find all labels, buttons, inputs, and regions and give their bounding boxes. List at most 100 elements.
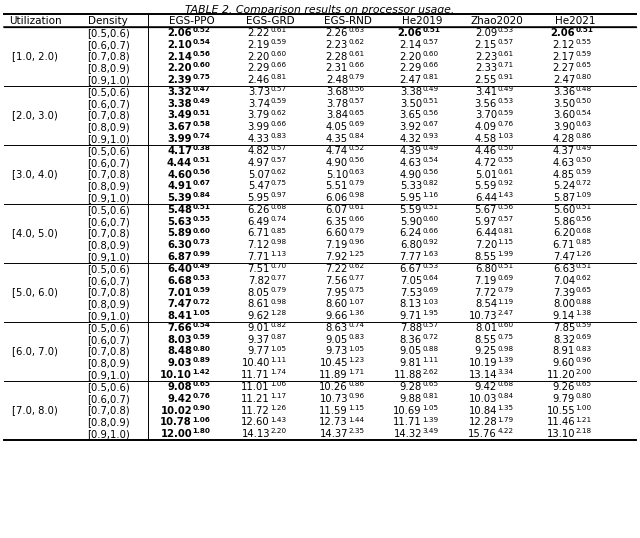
Text: 10.73: 10.73 [319,394,348,404]
Text: 0.59: 0.59 [497,110,514,116]
Text: 0.88: 0.88 [422,346,438,352]
Text: 0.81: 0.81 [422,393,438,399]
Text: 8.48: 8.48 [167,346,192,357]
Text: 0.56: 0.56 [422,169,438,175]
Text: 0.62: 0.62 [271,110,287,116]
Text: 0.66: 0.66 [271,122,287,128]
Text: 0.84: 0.84 [349,133,365,139]
Text: 8.63: 8.63 [326,323,348,333]
Text: 9.71: 9.71 [399,311,422,321]
Text: [0.6,0.7): [0.6,0.7) [86,158,129,168]
Text: 4.90: 4.90 [400,169,422,180]
Text: 0.66: 0.66 [349,62,365,68]
Text: 5.67: 5.67 [475,205,497,215]
Text: 0.48: 0.48 [575,86,591,92]
Text: 10.10: 10.10 [160,370,192,380]
Text: 2.47: 2.47 [400,75,422,85]
Text: 1.00: 1.00 [575,405,591,410]
Text: 1.16: 1.16 [422,192,438,199]
Text: [0.9,1.0): [0.9,1.0) [86,370,129,380]
Text: 4.05: 4.05 [326,122,348,132]
Text: 11.71: 11.71 [393,417,422,427]
Text: 0.56: 0.56 [193,51,211,56]
Text: 0.57: 0.57 [271,145,287,151]
Text: 3.56: 3.56 [475,98,497,109]
Text: 0.62: 0.62 [349,263,365,269]
Text: 6.40: 6.40 [167,264,192,274]
Text: 1.19: 1.19 [497,299,514,305]
Text: 2.48: 2.48 [326,75,348,85]
Text: 11.20: 11.20 [547,370,575,380]
Text: 8.01: 8.01 [475,323,497,333]
Text: 10.73: 10.73 [468,311,497,321]
Text: 1.43: 1.43 [271,416,287,422]
Text: [0.8,0.9): [0.8,0.9) [86,358,129,369]
Text: 0.59: 0.59 [271,98,287,104]
Text: 1.05: 1.05 [271,346,287,352]
Text: 0.96: 0.96 [349,239,365,245]
Text: 2.29: 2.29 [248,63,270,73]
Text: 6.80: 6.80 [475,264,497,274]
Text: 0.57: 0.57 [349,98,365,104]
Text: 0.56: 0.56 [497,204,514,210]
Text: [0.9,1.0): [0.9,1.0) [86,193,129,203]
Text: 0.81: 0.81 [497,228,514,233]
Text: 11.01: 11.01 [241,382,270,392]
Text: 2.06: 2.06 [168,28,192,38]
Text: 0.76: 0.76 [193,393,211,399]
Text: 1.63: 1.63 [422,251,438,257]
Text: 9.28: 9.28 [400,382,422,392]
Text: 4.82: 4.82 [248,146,270,156]
Text: 2.47: 2.47 [553,75,575,85]
Text: 0.92: 0.92 [422,239,438,245]
Text: 0.96: 0.96 [575,357,591,364]
Text: [0.6,0.7): [0.6,0.7) [86,394,129,404]
Text: 6.87: 6.87 [167,252,192,262]
Text: 3.49: 3.49 [422,428,438,434]
Text: 9.25: 9.25 [475,346,497,357]
Text: 0.60: 0.60 [271,51,287,56]
Text: 1.21: 1.21 [575,416,591,422]
Text: 7.19: 7.19 [475,275,497,286]
Text: 6.06: 6.06 [326,193,348,203]
Text: 0.58: 0.58 [193,122,211,128]
Text: [6.0, 7.0): [6.0, 7.0) [12,346,58,357]
Text: 2.33: 2.33 [475,63,497,73]
Text: 5.51: 5.51 [326,181,348,192]
Text: 4.09: 4.09 [475,122,497,132]
Text: 2.28: 2.28 [326,52,348,61]
Text: 1.07: 1.07 [349,299,365,305]
Text: 2.09: 2.09 [475,28,497,38]
Text: 8.60: 8.60 [326,299,348,309]
Text: 0.65: 0.65 [575,381,591,387]
Text: 3.41: 3.41 [475,87,497,97]
Text: 12.60: 12.60 [241,417,270,427]
Text: 2.10: 2.10 [167,40,192,49]
Text: 2.17: 2.17 [552,52,575,61]
Text: 4.74: 4.74 [326,146,348,156]
Text: 4.32: 4.32 [400,134,422,144]
Text: 8.05: 8.05 [248,287,270,298]
Text: 0.49: 0.49 [193,98,211,104]
Text: 1.28: 1.28 [271,310,287,316]
Text: 1.05: 1.05 [193,310,211,316]
Text: [0.9,1.0): [0.9,1.0) [86,134,129,144]
Text: 0.65: 0.65 [575,62,591,68]
Text: 7.66: 7.66 [167,323,192,333]
Text: 6.68: 6.68 [167,275,192,286]
Text: 0.55: 0.55 [497,157,514,163]
Text: 1.26: 1.26 [271,405,287,410]
Text: 0.66: 0.66 [422,228,438,233]
Text: 0.69: 0.69 [497,275,514,281]
Text: [0.6,0.7): [0.6,0.7) [86,335,129,345]
Text: [0.9,1.0): [0.9,1.0) [86,75,129,85]
Text: 4.97: 4.97 [248,158,270,168]
Text: 3.38: 3.38 [168,98,192,109]
Text: [0.5,0.6): [0.5,0.6) [86,264,129,274]
Text: 2.20: 2.20 [400,52,422,61]
Text: 0.59: 0.59 [575,51,591,56]
Text: 0.83: 0.83 [575,346,591,352]
Text: 10.55: 10.55 [547,406,575,415]
Text: 3.73: 3.73 [248,87,270,97]
Text: 0.51: 0.51 [575,27,593,33]
